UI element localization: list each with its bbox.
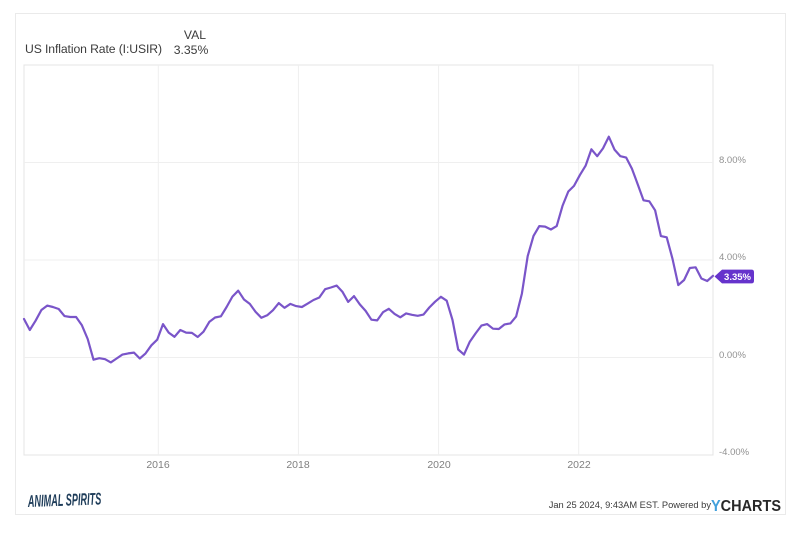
svg-text:ANIMAL SPIRITS: ANIMAL SPIRITS [27,489,102,511]
svg-text:YCHARTS: YCHARTS [711,498,781,515]
svg-text:3.35%: 3.35% [724,272,751,283]
